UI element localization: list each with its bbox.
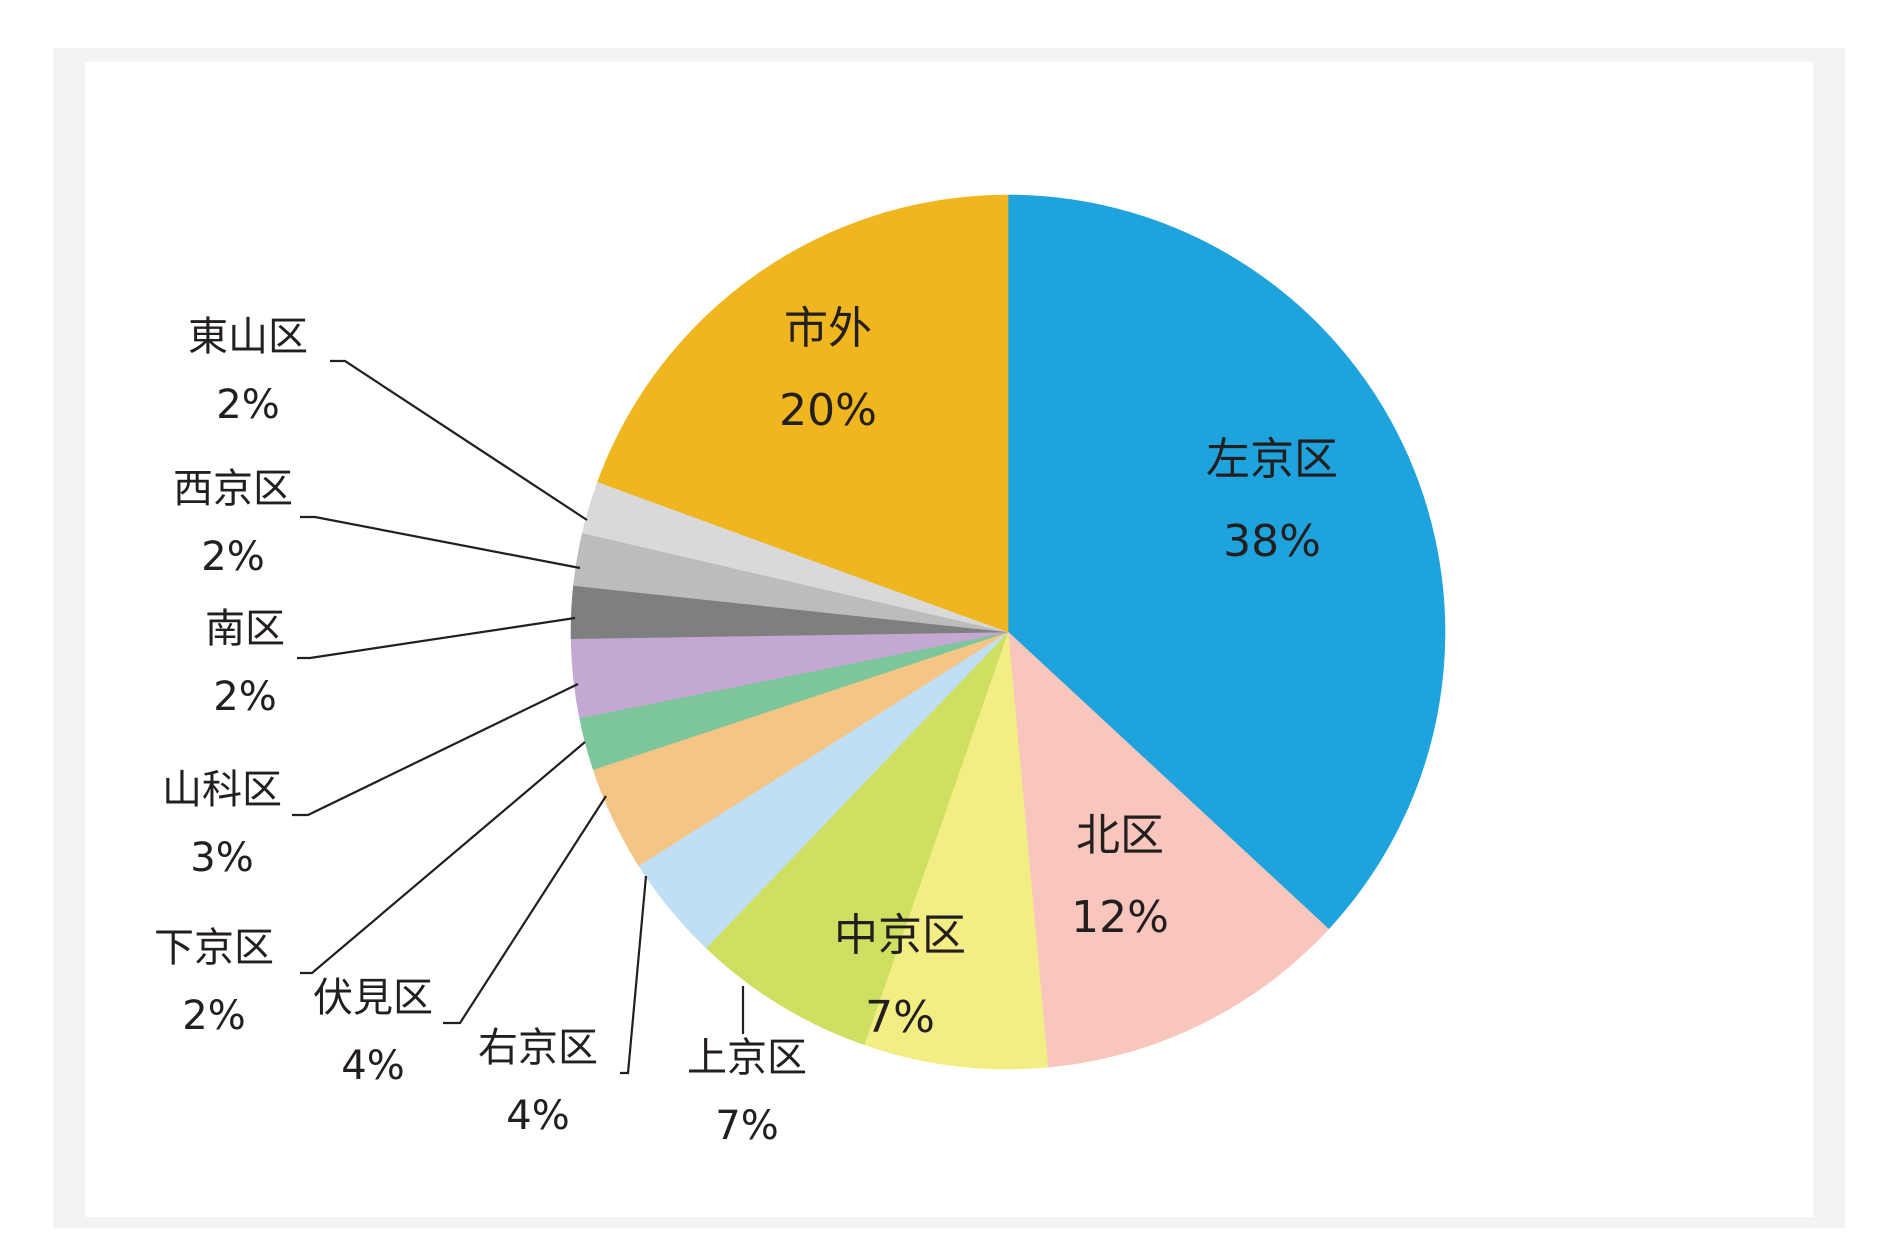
slice-0-value-label: 38% (1223, 516, 1321, 567)
slice-5-name-label: 伏見区 (313, 975, 433, 1021)
slice-5-leader-line (443, 795, 607, 1025)
slice-2-wedge (863, 631, 1049, 1070)
slice-4-name-label: 右京区 (478, 1025, 598, 1071)
slice-1-wedge (1007, 631, 1329, 1068)
slice-7-value-label: 3% (190, 835, 253, 881)
leader-lines (292, 359, 745, 1075)
slice-9-value-label: 2% (201, 534, 264, 580)
slice-10-name-label: 東山区 (188, 314, 308, 360)
slice-8-name-label: 南区 (205, 606, 285, 652)
slice-3-name-label: 上京区 (687, 1035, 807, 1081)
slice-9-name-label: 西京区 (173, 466, 293, 512)
slice-1-name-label: 北区 (1076, 810, 1164, 861)
slice-8-leader-line (297, 616, 576, 660)
slice-10-value-label: 2% (216, 382, 279, 428)
slice-4-leader-line (620, 875, 648, 1075)
slice-11-name-label: 市外 (784, 303, 872, 354)
slice-11-value-label: 20% (779, 385, 877, 436)
slice-6-value-label: 2% (182, 993, 245, 1039)
slice-7-leader-line (292, 683, 579, 817)
slice-0-name-label: 左京区 (1206, 434, 1338, 485)
slice-7-name-label: 山科区 (162, 767, 282, 813)
slice-4-value-label: 4% (506, 1093, 569, 1139)
slice-labels: 左京区 38% 北区 12% 中京区 7% 上京区 7% 右京区 4% 伏見区 4% 下京区 2% 山科区 3… (154, 303, 1338, 1149)
slice-5-value-label: 4% (341, 1043, 404, 1089)
slice-8-value-label: 2% (213, 674, 276, 720)
slice-6-leader-line (300, 741, 586, 975)
slice-10-leader-line (330, 359, 588, 521)
slice-2-name-label: 中京区 (834, 910, 966, 961)
slice-0-wedge (1007, 194, 1446, 930)
slice-3-value-label: 7% (715, 1103, 778, 1149)
slice-9-leader-line (300, 515, 581, 570)
slice-1-value-label: 12% (1071, 892, 1169, 943)
slice-11-wedge (597, 194, 1009, 633)
slice-2-value-label: 7% (865, 992, 935, 1043)
slice-3-wedge (705, 631, 1009, 1046)
pie-slices (570, 194, 1446, 1070)
slice-6-name-label: 下京区 (154, 925, 274, 971)
